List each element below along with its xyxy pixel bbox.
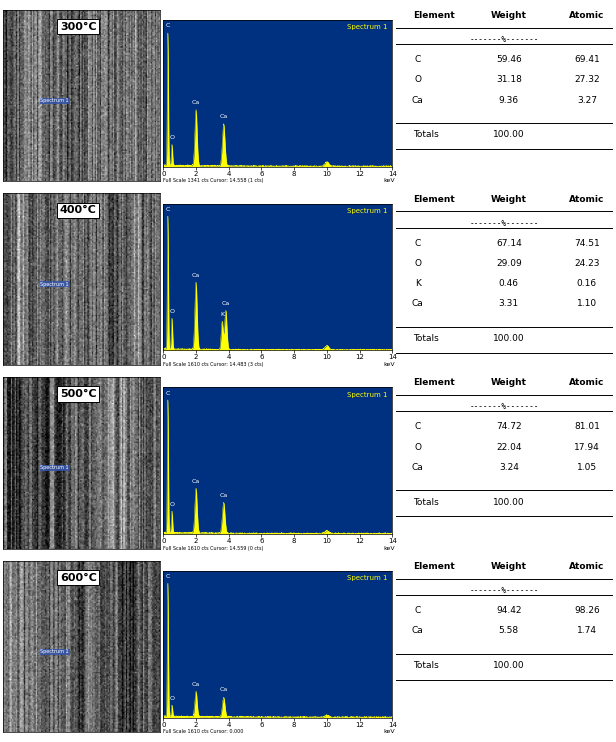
Text: 500°C: 500°C [60,389,97,399]
Text: Ca: Ca [412,299,424,309]
Text: 100.00: 100.00 [493,661,525,670]
Text: Element: Element [413,194,455,204]
Text: 300°C: 300°C [60,22,97,32]
Text: K: K [415,279,421,288]
Text: Weight: Weight [491,562,527,571]
Text: 17.94: 17.94 [574,443,600,452]
Text: O: O [169,502,174,508]
Text: C: C [415,239,421,248]
Text: Full Scale 1610 cts Cursor: 14.559 (0 cts): Full Scale 1610 cts Cursor: 14.559 (0 ct… [163,545,264,551]
Text: O: O [414,76,421,85]
Text: 0.46: 0.46 [499,279,519,288]
Text: Spectrum 1: Spectrum 1 [347,208,387,214]
Text: 100.00: 100.00 [493,498,525,507]
Text: Spectrum 1: Spectrum 1 [347,24,387,30]
Text: 31.18: 31.18 [496,76,522,85]
Text: Ca: Ca [192,100,200,105]
Text: C: C [415,422,421,431]
Text: O: O [169,696,174,700]
Text: Element: Element [413,378,455,387]
Text: Full Scale 1610 cts Cursor: 14.483 (3 cts): Full Scale 1610 cts Cursor: 14.483 (3 ct… [163,362,264,367]
Text: Full Scale 1610 cts Cursor: 0.000: Full Scale 1610 cts Cursor: 0.000 [163,729,244,735]
Text: Spectrum 1: Spectrum 1 [41,465,69,470]
Text: Ca: Ca [412,96,424,105]
Text: 3.31: 3.31 [499,299,519,309]
Text: 0.16: 0.16 [577,279,597,288]
Text: -------%-------: -------%------- [470,35,539,44]
Text: Totals: Totals [413,334,439,344]
Text: 1.05: 1.05 [577,463,597,472]
Text: Spectrum 1: Spectrum 1 [347,575,387,582]
Text: Spectrum 1: Spectrum 1 [41,649,69,654]
Text: Ca: Ca [412,626,424,635]
Text: 27.32: 27.32 [574,76,600,85]
Text: Totals: Totals [413,661,439,670]
Text: O: O [414,259,421,268]
Text: 1.74: 1.74 [577,626,597,635]
Text: Weight: Weight [491,11,527,20]
Text: Element: Element [413,562,455,571]
Text: 29.09: 29.09 [496,259,522,268]
Text: 9.36: 9.36 [499,96,519,105]
Text: 600°C: 600°C [60,573,97,582]
Text: keV: keV [383,178,395,183]
Text: Ca: Ca [219,493,228,498]
Text: Spectrum 1: Spectrum 1 [347,392,387,398]
Text: 59.46: 59.46 [496,55,522,64]
Text: C: C [415,606,421,615]
Text: C: C [166,207,170,212]
Text: 3.27: 3.27 [577,96,597,105]
Text: Atomic: Atomic [569,562,604,571]
Text: 24.23: 24.23 [574,259,599,268]
Text: Atomic: Atomic [569,378,604,387]
Text: Full Scale 1341 cts Cursor: 14.558 (1 cts): Full Scale 1341 cts Cursor: 14.558 (1 ct… [163,178,264,183]
Text: C: C [415,55,421,64]
Text: Atomic: Atomic [569,11,604,20]
Text: 5.58: 5.58 [499,626,519,635]
Text: 100.00: 100.00 [493,131,525,139]
Text: 1.10: 1.10 [577,299,597,309]
Text: -------%-------: -------%------- [470,402,539,411]
Text: Element: Element [413,11,455,20]
Text: 400°C: 400°C [60,206,97,215]
Text: Ca: Ca [222,301,230,306]
Text: C: C [166,391,170,395]
Text: Ca: Ca [192,479,200,484]
Text: Weight: Weight [491,194,527,204]
Text: O: O [169,309,174,314]
Text: keV: keV [383,362,395,367]
Text: 74.72: 74.72 [496,422,522,431]
Text: 3.24: 3.24 [499,463,519,472]
Text: 98.26: 98.26 [574,606,600,615]
Text: Ca: Ca [412,463,424,472]
Text: -------%-------: -------%------- [470,586,539,595]
Text: K: K [220,312,224,317]
Text: O: O [414,443,421,452]
Text: C: C [166,24,170,28]
Text: Spectrum 1: Spectrum 1 [41,98,69,103]
Text: 81.01: 81.01 [574,422,600,431]
Text: 74.51: 74.51 [574,239,600,248]
Text: Weight: Weight [491,378,527,387]
Text: Totals: Totals [413,498,439,507]
Text: C: C [166,574,170,580]
Text: 100.00: 100.00 [493,334,525,344]
Text: 22.04: 22.04 [496,443,522,452]
Text: O: O [169,135,174,140]
Text: 67.14: 67.14 [496,239,522,248]
Text: Ca: Ca [192,272,200,278]
Text: 69.41: 69.41 [574,55,600,64]
Text: keV: keV [383,729,395,735]
Text: Spectrum 1: Spectrum 1 [41,282,69,287]
Text: 94.42: 94.42 [496,606,522,615]
Text: -------%-------: -------%------- [470,219,539,228]
Text: Ca: Ca [192,682,200,687]
Text: Ca: Ca [219,114,228,119]
Text: keV: keV [383,545,395,551]
Text: Ca: Ca [219,687,228,692]
Text: Atomic: Atomic [569,194,604,204]
Text: Totals: Totals [413,131,439,139]
